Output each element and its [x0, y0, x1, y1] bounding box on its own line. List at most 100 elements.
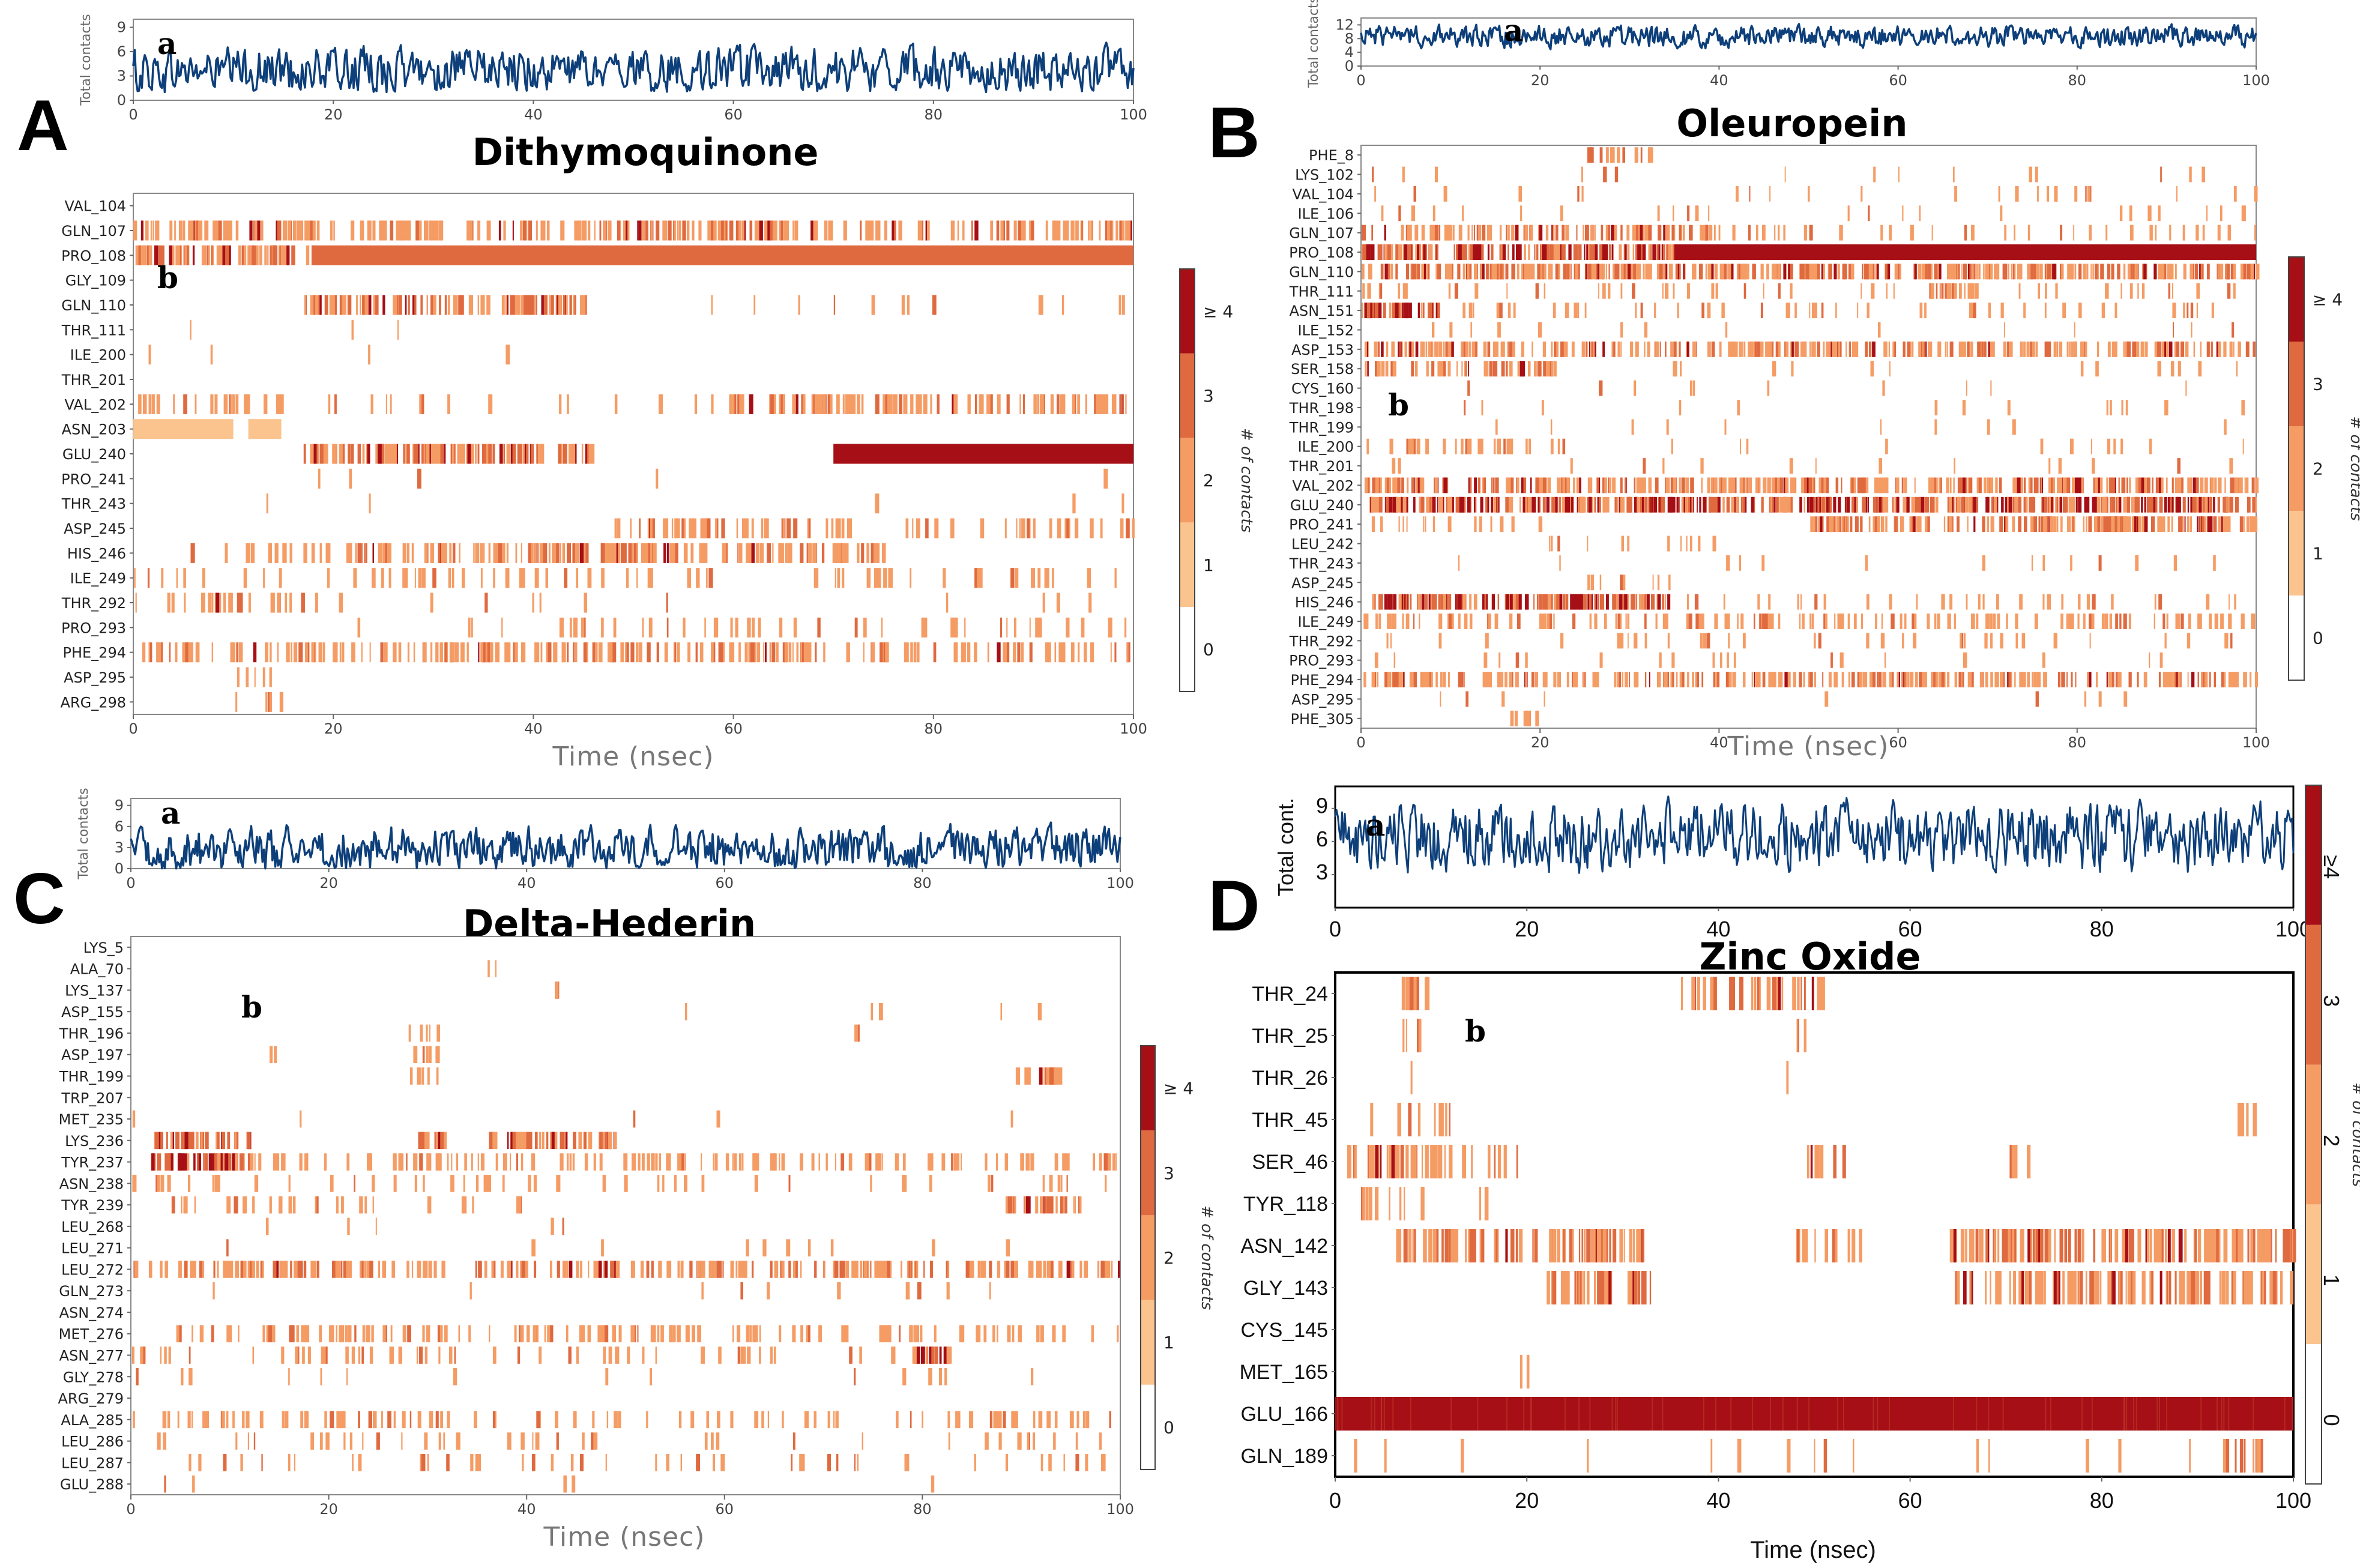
contact-bar: [2032, 672, 2033, 688]
contact-bar: [1481, 400, 1483, 415]
contact-bar: [501, 617, 503, 638]
contact-bar: [2121, 516, 2124, 532]
contact-bar: [1013, 642, 1016, 663]
contact-bar: [722, 543, 726, 563]
contact-bar: [1803, 225, 1807, 241]
contact-bar: [1625, 614, 1627, 629]
contact-bar: [2093, 516, 2098, 532]
contact-bar: [922, 220, 923, 241]
contact-bar: [435, 1046, 440, 1064]
contact-bar: [2238, 341, 2240, 357]
contact-bar: [2179, 496, 2181, 513]
contact-bar: [2144, 516, 2148, 532]
contact-bar: [1766, 341, 1767, 357]
contact-bar: [1007, 642, 1010, 663]
contact-bar: [1366, 244, 1370, 260]
contact-bar: [1690, 496, 1692, 513]
contact-bar: [1474, 283, 1479, 299]
contact-bar: [1411, 477, 1415, 493]
contact-bar: [1662, 594, 1664, 610]
row-label: VAL_104: [1293, 186, 1354, 203]
contact-bar: [230, 394, 232, 414]
contact-bar: [1928, 264, 1931, 280]
contact-bar: [702, 518, 707, 538]
contact-bar: [846, 394, 848, 414]
contact-bar: [431, 543, 433, 563]
contact-bar: [1566, 594, 1569, 610]
contact-bar: [2174, 341, 2176, 357]
colorbar-segment: [1180, 607, 1195, 692]
contact-bar: [2164, 400, 2168, 415]
contact-bar: [1701, 303, 1704, 319]
contact-bar: [2086, 516, 2087, 532]
contact-bar: [1373, 594, 1376, 610]
contact-bar: [1553, 225, 1555, 241]
contact-bar: [421, 1067, 424, 1085]
contact-bar: [1617, 633, 1621, 649]
contact-bar: [133, 220, 137, 241]
contact-bar: [1547, 496, 1550, 513]
contact-bar: [1566, 477, 1569, 493]
contact-bar: [1473, 244, 1475, 260]
contact-bar: [885, 642, 889, 663]
contact-bar: [2019, 594, 2023, 610]
contact-bar: [1557, 477, 1561, 493]
contact-bar: [2017, 477, 2021, 493]
contact-bar: [793, 518, 798, 538]
contact-bar: [152, 394, 155, 414]
contact-bar: [1814, 672, 1816, 688]
contact-bar: [1700, 458, 1704, 474]
contact-bar: [656, 468, 659, 489]
contact-bar: [1455, 594, 1457, 610]
contact-bar: [917, 220, 922, 241]
contact-bar: [1535, 672, 1538, 688]
contact-bar: [2035, 341, 2038, 357]
contact-bar: [1632, 225, 1635, 241]
contact-bar: [357, 617, 361, 638]
contact-bar: [1857, 477, 1862, 493]
contact-bar: [2176, 672, 2180, 688]
contact-bar: [173, 394, 175, 414]
contact-bar: [654, 543, 657, 563]
contact-bar: [222, 245, 226, 265]
contact-bar: [2164, 672, 2168, 688]
contact-bar: [1847, 205, 1850, 222]
contact-bar: [1402, 516, 1404, 532]
contact-bar: [1461, 361, 1463, 377]
contact-bar: [241, 245, 244, 265]
contact-bar: [1411, 672, 1415, 688]
contact-bar: [1384, 594, 1388, 610]
contact-bar: [1818, 516, 1820, 532]
contact-bar: [1964, 496, 1969, 513]
contact-bar: [501, 543, 504, 563]
contact-bar: [2170, 361, 2174, 377]
contact-bar: [534, 568, 539, 588]
contact-bar: [1924, 496, 1928, 513]
contact-bar: [427, 1067, 430, 1085]
contact-bar: [1638, 594, 1642, 610]
contact-bar: [1958, 672, 1961, 688]
contact-bar: [2224, 633, 2229, 649]
contact-bar: [1398, 283, 1400, 299]
contact-bar: [1927, 614, 1930, 629]
contact-bar: [467, 444, 472, 464]
contact-bar: [1979, 672, 1983, 688]
contact-bar: [357, 543, 361, 563]
contact-bar: [180, 245, 181, 265]
contact-bar: [2205, 672, 2208, 688]
contact-bar: [1918, 516, 1922, 532]
contact-bar: [1407, 225, 1409, 241]
contact-bar: [1749, 477, 1752, 493]
contact-bar: [1843, 264, 1846, 280]
contact-bar: [1111, 394, 1116, 414]
contact-bar: [1039, 617, 1042, 638]
contact-bar: [779, 220, 781, 241]
contact-bar: [2202, 166, 2205, 182]
contact-bar: [2137, 516, 2138, 532]
contact-bar: [208, 245, 210, 265]
contact-bar: [2067, 516, 2071, 532]
contact-bar: [2134, 516, 2137, 532]
contact-bar: [1091, 642, 1094, 663]
contact-bar: [1387, 672, 1391, 688]
contact-bar: [2159, 477, 2161, 493]
